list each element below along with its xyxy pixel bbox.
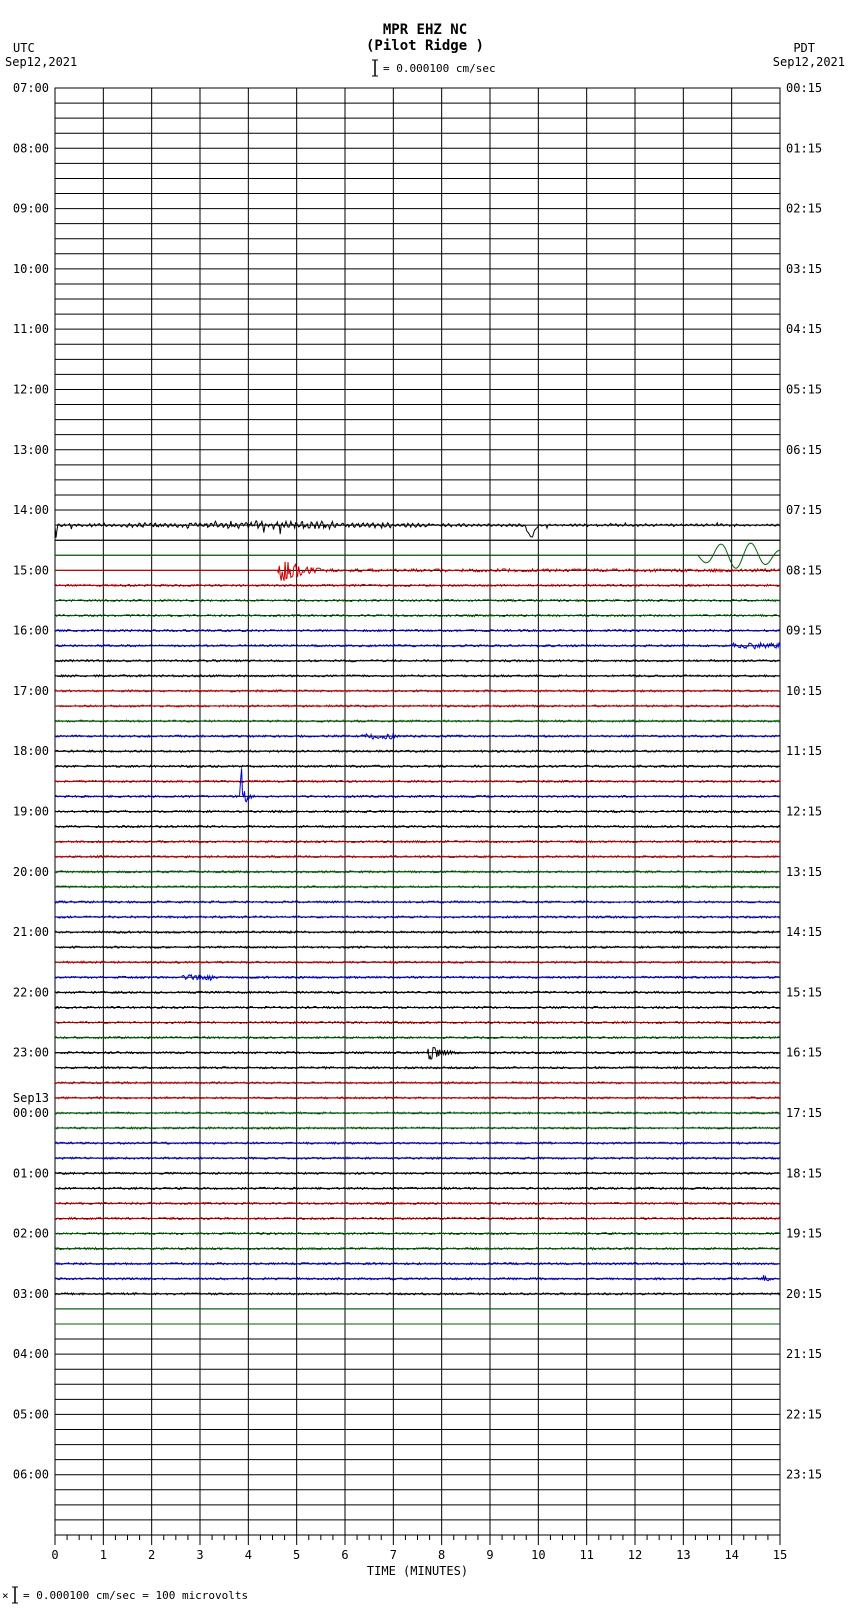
x-tick: 10 [531, 1548, 545, 1562]
right-time-label: 10:15 [786, 684, 822, 698]
left-time-label: 22:00 [13, 985, 49, 999]
x-tick: 4 [245, 1548, 252, 1562]
x-tick: 3 [196, 1548, 203, 1562]
right-time-label: 16:15 [786, 1046, 822, 1060]
x-axis-label: TIME (MINUTES) [367, 1564, 468, 1578]
left-time-label: 17:00 [13, 684, 49, 698]
seismogram-chart: MPR EHZ NC(Pilot Ridge )UTCSep12,2021PDT… [0, 0, 850, 1613]
left-time-label: 01:00 [13, 1166, 49, 1180]
left-tz: UTC [13, 41, 35, 55]
left-time-label: 09:00 [13, 202, 49, 216]
left-time-label: 10:00 [13, 262, 49, 276]
title-line2: (Pilot Ridge ) [366, 38, 484, 54]
right-time-label: 03:15 [786, 262, 822, 276]
left-time-label: 05:00 [13, 1407, 49, 1421]
left-time-label: 21:00 [13, 925, 49, 939]
left-time-label: 16:00 [13, 624, 49, 638]
x-tick: 1 [100, 1548, 107, 1562]
seismogram-svg: MPR EHZ NC(Pilot Ridge )UTCSep12,2021PDT… [0, 0, 850, 1613]
left-time-label: 02:00 [13, 1227, 49, 1241]
x-tick: 13 [676, 1548, 690, 1562]
right-time-label: 09:15 [786, 624, 822, 638]
right-time-label: 22:15 [786, 1407, 822, 1421]
left-time-label: 04:00 [13, 1347, 49, 1361]
x-tick: 6 [341, 1548, 348, 1562]
left-time-label: Sep13 [13, 1091, 49, 1105]
right-time-label: 04:15 [786, 322, 822, 336]
right-time-label: 14:15 [786, 925, 822, 939]
x-tick: 12 [628, 1548, 642, 1562]
left-time-label: 07:00 [13, 81, 49, 95]
left-time-label: 11:00 [13, 322, 49, 336]
left-time-label: 18:00 [13, 744, 49, 758]
right-time-label: 15:15 [786, 985, 822, 999]
right-tz: PDT [793, 41, 815, 55]
right-time-label: 12:15 [786, 805, 822, 819]
right-time-label: 02:15 [786, 202, 822, 216]
left-time-label: 20:00 [13, 865, 49, 879]
x-tick: 2 [148, 1548, 155, 1562]
left-time-label: 06:00 [13, 1468, 49, 1482]
right-time-label: 19:15 [786, 1227, 822, 1241]
left-time-label: 03:00 [13, 1287, 49, 1301]
left-date: Sep12,2021 [5, 55, 77, 69]
right-time-label: 17:15 [786, 1106, 822, 1120]
x-tick: 0 [51, 1548, 58, 1562]
right-date: Sep12,2021 [773, 55, 845, 69]
right-time-label: 05:15 [786, 382, 822, 396]
x-tick: 15 [773, 1548, 787, 1562]
svg-text:×: × [2, 1589, 9, 1602]
right-time-label: 21:15 [786, 1347, 822, 1361]
right-time-label: 20:15 [786, 1287, 822, 1301]
right-time-label: 08:15 [786, 563, 822, 577]
left-time-label: 13:00 [13, 443, 49, 457]
right-time-label: 01:15 [786, 141, 822, 155]
left-time-label: 08:00 [13, 141, 49, 155]
right-time-label: 23:15 [786, 1468, 822, 1482]
left-time-label: 15:00 [13, 563, 49, 577]
left-time-label: 12:00 [13, 382, 49, 396]
scale-text: = 0.000100 cm/sec [383, 62, 496, 75]
x-tick: 14 [724, 1548, 738, 1562]
title-line1: MPR EHZ NC [383, 22, 467, 38]
left-time-label: 19:00 [13, 805, 49, 819]
left-time-label: 14:00 [13, 503, 49, 517]
footer-text: = 0.000100 cm/sec = 100 microvolts [23, 1589, 248, 1602]
right-time-label: 11:15 [786, 744, 822, 758]
x-tick: 11 [579, 1548, 593, 1562]
right-time-label: 06:15 [786, 443, 822, 457]
right-time-label: 13:15 [786, 865, 822, 879]
right-time-label: 07:15 [786, 503, 822, 517]
x-tick: 7 [390, 1548, 397, 1562]
x-tick: 8 [438, 1548, 445, 1562]
x-tick: 9 [486, 1548, 493, 1562]
right-time-label: 00:15 [786, 81, 822, 95]
left-time-label: 00:00 [13, 1106, 49, 1120]
x-tick: 5 [293, 1548, 300, 1562]
right-time-label: 18:15 [786, 1166, 822, 1180]
left-time-label: 23:00 [13, 1046, 49, 1060]
